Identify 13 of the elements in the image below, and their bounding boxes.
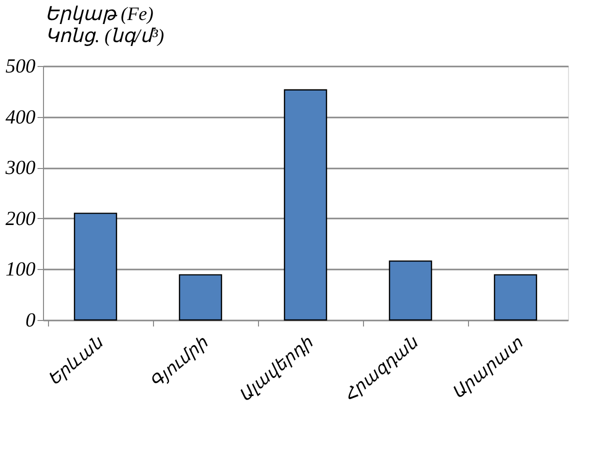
bar (74, 212, 118, 321)
y-tick-label: 400 (6, 106, 36, 128)
bar (388, 260, 432, 321)
y-tick-label: 300 (4, 157, 36, 180)
y-tick-label: 100 (6, 258, 36, 281)
y-tick-label: 500 (6, 56, 36, 78)
bar (178, 274, 222, 321)
bar (494, 274, 538, 321)
y-tick-label: 0 (26, 310, 36, 332)
chart-subtitle: Կոնց. (նգ/մ³) (45, 26, 164, 47)
bar (284, 89, 328, 321)
y-tick-label: 200 (6, 208, 36, 230)
chart-title: Երկաթ (Fe) (45, 4, 154, 25)
